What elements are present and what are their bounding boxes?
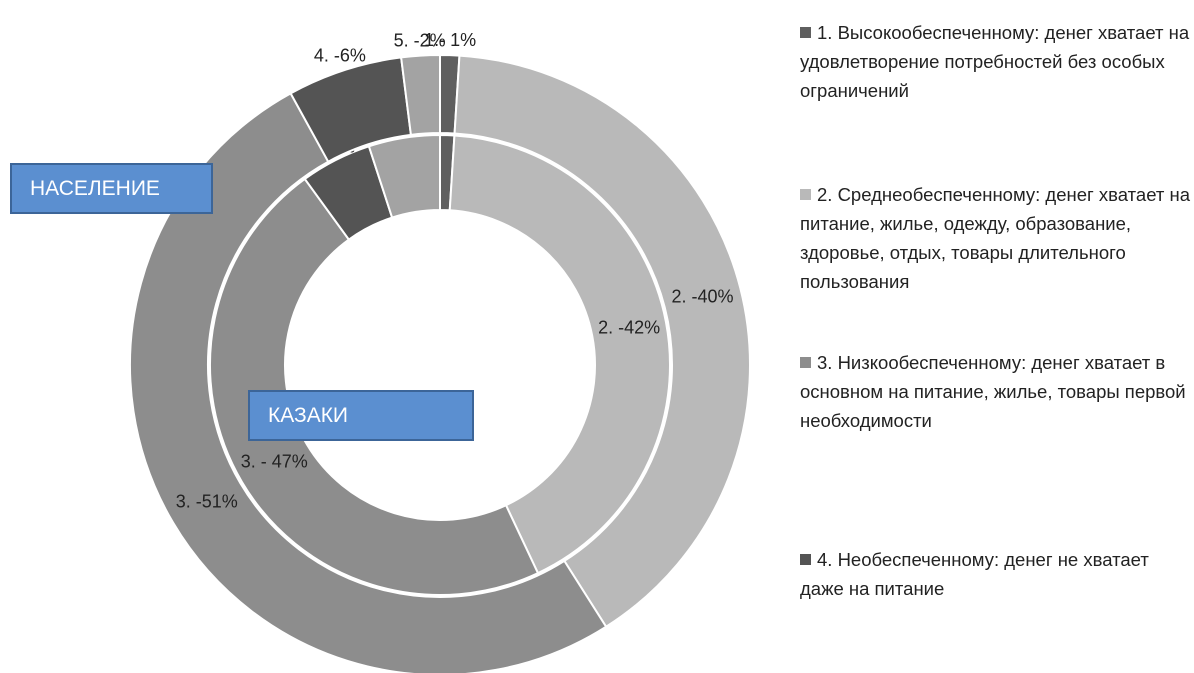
- segment: [367, 133, 441, 219]
- data-label: 3. -51%: [176, 492, 238, 512]
- segment: [209, 177, 540, 596]
- segment: [129, 91, 608, 673]
- series-label: КАЗАКИ: [248, 390, 474, 441]
- legend-entry: 3. Низкообеспеченному: денег хватает в о…: [800, 348, 1190, 435]
- legend-swatch: [800, 554, 811, 565]
- legend-entry: 4. Необеспеченному: денег не хватает даж…: [800, 545, 1190, 603]
- legend-swatch: [800, 357, 811, 368]
- data-label: 2. -40%: [671, 286, 733, 306]
- legend-swatch: [800, 27, 811, 38]
- legend-text: 1. Высокообеспеченному: денег хватает на…: [800, 22, 1190, 101]
- data-label: 5. -2%: [394, 30, 446, 50]
- segment: [400, 53, 441, 136]
- data-label: 3. - 47%: [241, 452, 308, 472]
- legend-text: 4. Необеспеченному: денег не хватает даж…: [800, 549, 1149, 599]
- series-label: НАСЕЛЕНИЕ: [10, 163, 213, 214]
- legend-entry: 1. Высокообеспеченному: денег хватает на…: [800, 18, 1190, 105]
- data-label: 2. -42%: [598, 318, 660, 338]
- legend-text: 3. Низкообеспеченному: денег хватает в о…: [800, 352, 1186, 431]
- legend-text: 2. Среднеобеспеченному: денег хватает на…: [800, 184, 1190, 292]
- legend-swatch: [800, 189, 811, 200]
- legend-entry: 2. Среднеобеспеченному: денег хватает на…: [800, 180, 1190, 296]
- segment: [453, 54, 751, 629]
- data-label: 1.- 1%: [424, 30, 476, 50]
- segment: [448, 134, 671, 575]
- chart: 1. -1%2. -42%3. - 47%4. -5%5.- 5%1.- 1%2…: [129, 30, 751, 673]
- data-label: 4. -6%: [314, 46, 366, 66]
